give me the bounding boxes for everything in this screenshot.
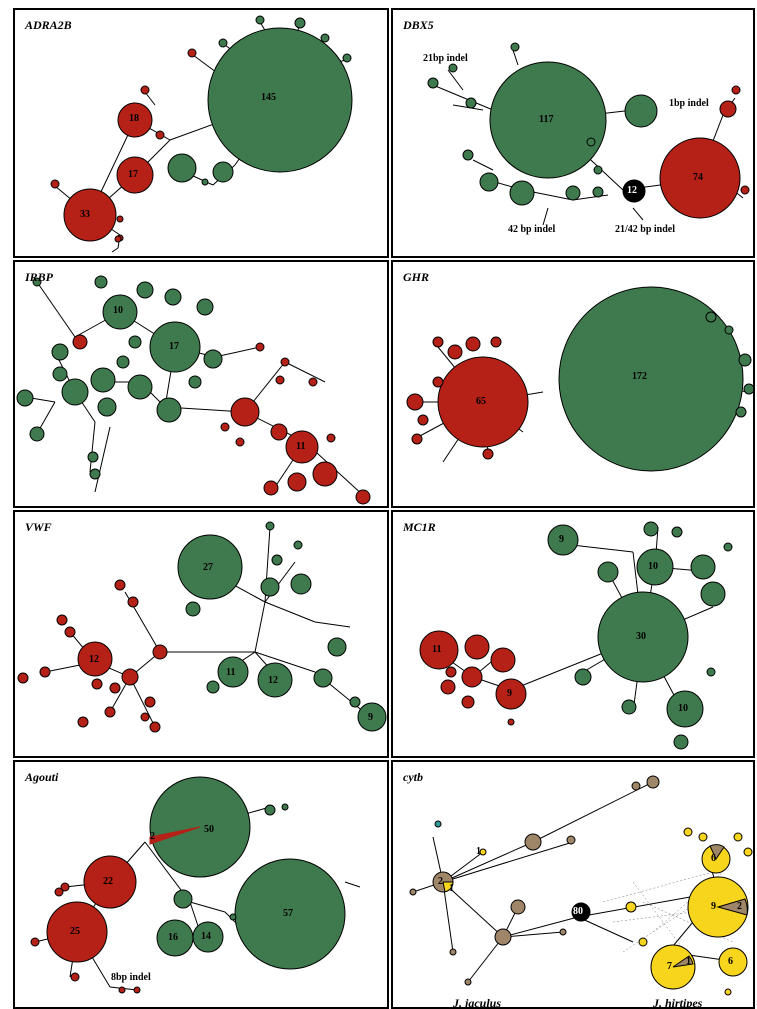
node-label: 2 bbox=[438, 876, 443, 887]
panel-title: VWF bbox=[25, 520, 52, 534]
node-label: 11 bbox=[226, 667, 236, 678]
node-label: 30 bbox=[636, 631, 646, 642]
node-label: 12 bbox=[627, 185, 637, 196]
panel-agouti: Agouti 50 2 22 25 57 16 14 8bp indel bbox=[13, 760, 389, 1009]
panel-ghr: GHR 65 172 bbox=[391, 260, 755, 508]
node-label: 9 bbox=[507, 688, 512, 699]
node-label: 25 bbox=[70, 926, 80, 937]
node-label: 6 bbox=[728, 956, 733, 967]
panel-title: Agouti bbox=[25, 770, 59, 784]
node-label: 172 bbox=[632, 371, 647, 382]
network-irbp bbox=[16, 275, 371, 505]
node-label: 1 bbox=[476, 846, 481, 857]
node-label: 10 bbox=[648, 561, 658, 572]
node-label: 16 bbox=[168, 932, 178, 943]
network-adra2b bbox=[50, 15, 353, 253]
panel-title: cytb bbox=[403, 770, 423, 784]
panel-title: DBX5 bbox=[403, 18, 434, 32]
node-label: 17 bbox=[169, 341, 179, 352]
node-label: 50 bbox=[204, 824, 214, 835]
network-agouti bbox=[30, 776, 361, 994]
panel-title: GHR bbox=[403, 270, 430, 284]
panel-cytb: cytb 80 2 1 1 6 9 2 7 1 6 J. jaculus J. … bbox=[391, 760, 755, 1009]
node-label: 1 bbox=[449, 883, 454, 894]
node-label: 12 bbox=[89, 654, 99, 665]
node-label: 117 bbox=[539, 114, 554, 125]
indel-label: 1bp indel bbox=[669, 98, 709, 109]
indel-label: 21bp indel bbox=[423, 53, 468, 64]
network-ghr bbox=[406, 286, 753, 472]
panel-adra2b: ADRA2B 145 18 17 33 bbox=[13, 8, 389, 258]
node-label: 145 bbox=[261, 92, 276, 103]
node-label: 22 bbox=[103, 876, 113, 887]
node-label: 27 bbox=[203, 562, 213, 573]
indel-label: 21/42 bp indel bbox=[615, 224, 676, 235]
node-label: 65 bbox=[476, 396, 486, 407]
panel-title: ADRA2B bbox=[25, 18, 72, 32]
node-label: 11 bbox=[296, 441, 306, 452]
node-label: 57 bbox=[283, 908, 293, 919]
node-label: 2 bbox=[737, 901, 742, 912]
node-label: 10 bbox=[113, 305, 123, 316]
panel-vwf: VWF 27 12 11 12 9 bbox=[13, 510, 389, 758]
network-vwf bbox=[17, 521, 387, 733]
node-label: 74 bbox=[693, 172, 703, 183]
node-label: 80 bbox=[573, 906, 583, 917]
node-label: 9 bbox=[559, 534, 564, 545]
network-cytb bbox=[409, 775, 753, 996]
indel-label: 42 bp indel bbox=[508, 224, 556, 235]
node-label: 18 bbox=[129, 113, 139, 124]
node-label: 1 bbox=[686, 956, 691, 967]
node-label: 7 bbox=[667, 961, 672, 972]
network-dbx5 bbox=[427, 42, 750, 226]
indel-label: 8bp indel bbox=[111, 972, 151, 983]
node-label: 9 bbox=[368, 712, 373, 723]
node-label: 6 bbox=[711, 853, 716, 864]
node-label: 10 bbox=[678, 703, 688, 714]
node-label: 33 bbox=[80, 209, 90, 220]
panel-title: MC1R bbox=[403, 520, 436, 534]
node-label: 9 bbox=[711, 901, 716, 912]
node-label: 14 bbox=[201, 931, 211, 942]
species-label-left: J. jaculus bbox=[453, 996, 502, 1009]
node-label: 2 bbox=[150, 831, 155, 842]
species-label-right: J. hirtipes bbox=[653, 996, 703, 1009]
node-label: 12 bbox=[268, 675, 278, 686]
network-mc1r bbox=[419, 521, 733, 750]
node-label: 11 bbox=[432, 644, 442, 655]
panel-mc1r: MC1R 9 10 30 11 9 10 bbox=[391, 510, 755, 758]
panel-dbx5: DBX5 117 74 12 21bp indel 1bp indel 42 b… bbox=[391, 8, 755, 258]
panel-title: IRBP bbox=[25, 270, 54, 284]
panel-irbp: IRBP 10 17 11 bbox=[13, 260, 389, 508]
node-label: 17 bbox=[128, 169, 138, 180]
